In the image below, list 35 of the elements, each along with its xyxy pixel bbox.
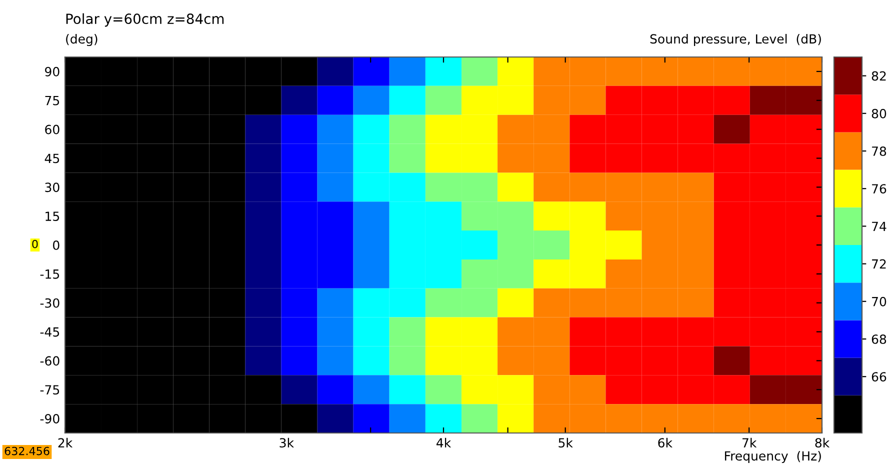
- text: 632.456: [4, 446, 50, 456]
- y-tick-label: 60: [45, 124, 60, 134]
- color-bar-label: 78: [872, 146, 886, 156]
- y-tick-label: 75: [45, 96, 60, 106]
- color-bar-label: 74: [872, 222, 886, 231]
- y-tick-label: -15: [40, 270, 60, 279]
- x-tick-label: 4k: [436, 438, 452, 448]
- y-tick-label: -90: [40, 414, 60, 424]
- color-bar-label: 70: [872, 296, 886, 306]
- x-tick-label: 7k: [742, 438, 757, 448]
- x-tick-label: 6k: [658, 438, 672, 448]
- y-tick-label: 90: [45, 66, 60, 76]
- x-tick-label: 8k: [815, 438, 830, 448]
- y-tick-label: 45: [44, 154, 60, 164]
- y-tick-label: -30: [40, 298, 60, 308]
- y-tick-label: 0: [53, 240, 60, 250]
- y-axis-title: (deg): [66, 34, 98, 46]
- color-bar-title: Sound pressure, Level (dB): [650, 34, 821, 46]
- text: 0: [32, 240, 38, 248]
- x-tick-label: 5k: [558, 438, 573, 448]
- color-bar-label: 72: [872, 259, 886, 269]
- x-axis-title: Frequency (Hz): [724, 450, 821, 464]
- color-bar-label: 80: [872, 108, 886, 118]
- y-tick-label: -45: [40, 327, 60, 337]
- color-bar-label: 68: [872, 334, 886, 344]
- y-tick-label: 15: [46, 212, 60, 222]
- x-tick-label: 3k: [280, 438, 294, 448]
- chart-title: Polar y=60cm z=84cm: [66, 13, 224, 27]
- y-tick-label: 30: [45, 182, 60, 192]
- x-tick-label: 2k: [58, 438, 73, 448]
- y-tick-label: -75: [40, 385, 60, 395]
- color-bar-label: 82: [872, 71, 886, 81]
- color-bar-label: 66: [872, 372, 886, 382]
- color-bar-label: 76: [872, 184, 886, 194]
- y-tick-label: -60: [40, 356, 60, 366]
